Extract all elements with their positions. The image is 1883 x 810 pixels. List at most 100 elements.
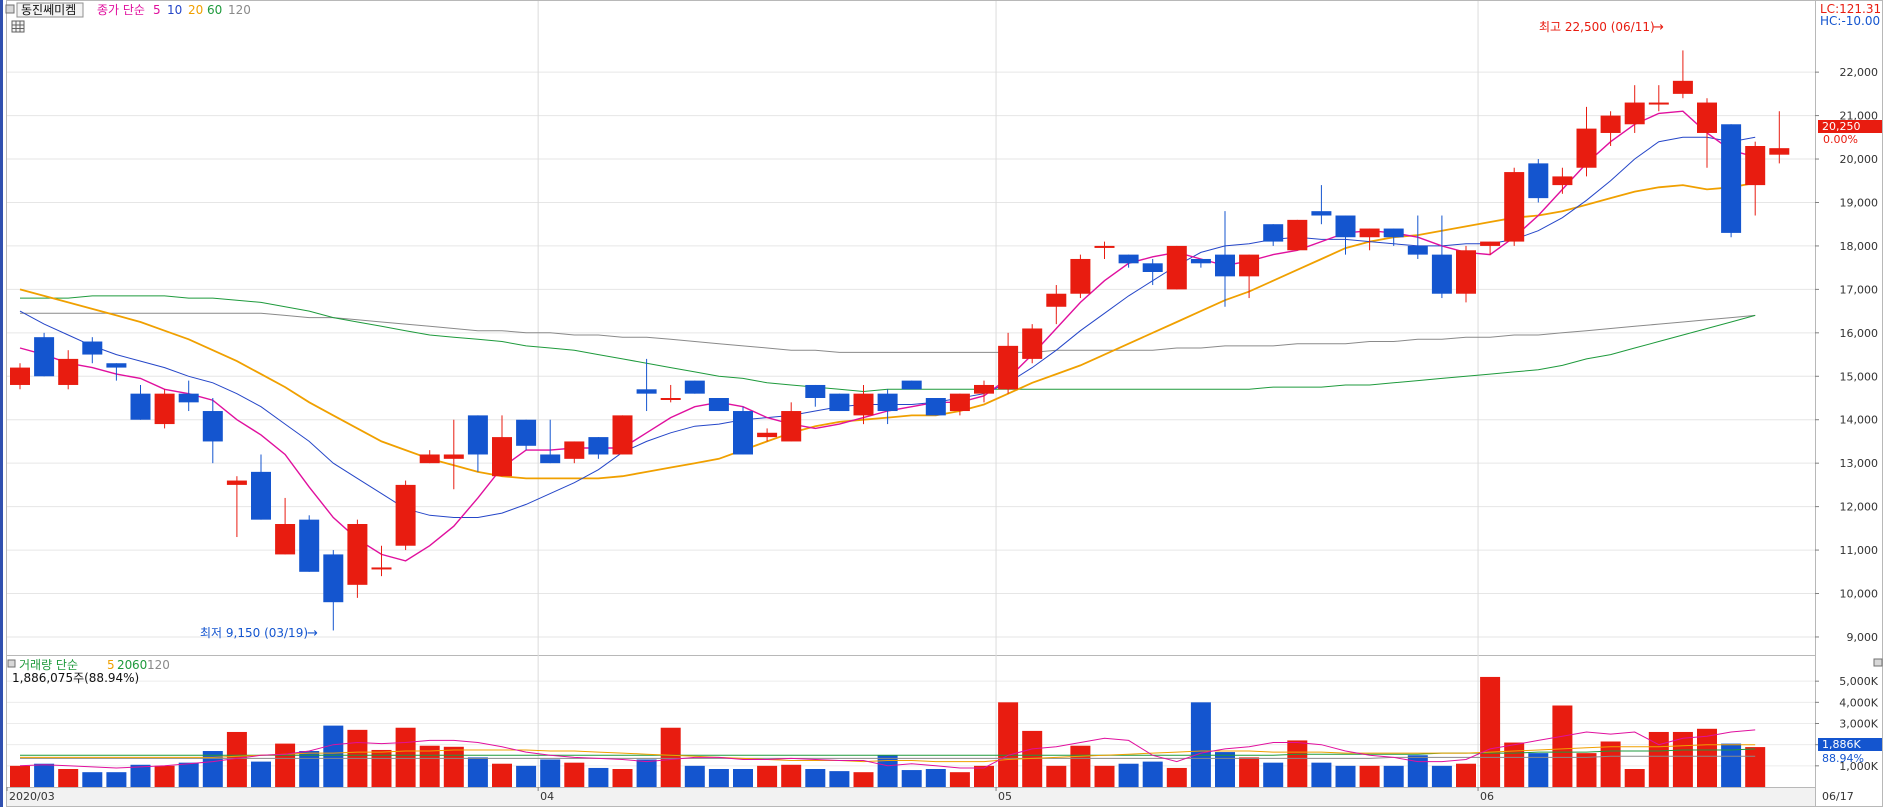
volume-bar bbox=[733, 769, 753, 787]
x-tick-label: 06 bbox=[1480, 790, 1494, 803]
candle bbox=[684, 380, 705, 394]
volume-bar bbox=[395, 727, 416, 787]
ma120-line bbox=[20, 312, 1756, 353]
candle bbox=[299, 515, 320, 572]
candle bbox=[1504, 167, 1525, 246]
candle-body bbox=[974, 384, 994, 394]
candle bbox=[1431, 215, 1452, 299]
candle-body bbox=[1624, 102, 1645, 125]
volume-bar bbox=[1166, 767, 1187, 787]
candle-body bbox=[1672, 80, 1693, 94]
candle bbox=[757, 428, 778, 442]
candle bbox=[1383, 228, 1404, 246]
price-legend: 동진쎄미켐 종가 단순 5 10 20 60 120 bbox=[5, 2, 251, 33]
candle-body bbox=[1600, 115, 1621, 133]
volume-bar bbox=[323, 725, 344, 787]
candlesticks bbox=[10, 50, 1790, 631]
candle-body bbox=[1648, 102, 1669, 105]
candle bbox=[1648, 85, 1669, 112]
candle bbox=[1287, 219, 1308, 251]
volume-bar bbox=[781, 764, 802, 787]
current-price-label: 20,250 bbox=[1822, 120, 1861, 133]
candle bbox=[1672, 50, 1693, 99]
candle bbox=[226, 476, 247, 538]
y-tick-label: 13,000 bbox=[1840, 457, 1879, 470]
candle bbox=[1046, 285, 1067, 325]
stock-name: 동진쎄미켐 bbox=[21, 3, 76, 17]
volume-bar bbox=[516, 765, 537, 787]
volume-bar bbox=[178, 762, 199, 787]
volume-bar bbox=[588, 767, 609, 787]
volume-bar bbox=[154, 765, 175, 787]
volume-bar bbox=[1504, 742, 1525, 787]
volume-bar bbox=[130, 764, 151, 787]
volume-bar bbox=[636, 759, 657, 787]
candle bbox=[1094, 241, 1115, 259]
ma20-label: 20 bbox=[188, 3, 203, 17]
lc-label: LC:121.31 bbox=[1820, 2, 1881, 16]
volume-bar bbox=[540, 759, 561, 787]
y-tick-label: 14,000 bbox=[1840, 414, 1879, 427]
y-tick-label: 19,000 bbox=[1840, 196, 1879, 209]
stock-name-box[interactable] bbox=[16, 2, 84, 18]
candle-body bbox=[901, 380, 922, 390]
candle bbox=[178, 380, 199, 412]
candle-body bbox=[805, 384, 826, 398]
ma5-label: 5 bbox=[153, 3, 161, 17]
volume-bar bbox=[1118, 763, 1139, 787]
volume-bar bbox=[226, 731, 247, 787]
candle bbox=[1118, 254, 1139, 268]
y-tick-label: 22,000 bbox=[1840, 66, 1879, 79]
volume-bar bbox=[1745, 747, 1766, 787]
candle bbox=[58, 350, 79, 390]
volume-bar bbox=[1094, 765, 1115, 787]
candle bbox=[733, 406, 753, 455]
candle bbox=[1456, 245, 1476, 303]
candle bbox=[588, 437, 609, 459]
candle bbox=[443, 419, 464, 490]
candle-body bbox=[178, 393, 199, 403]
candle-body bbox=[853, 393, 874, 416]
candle bbox=[1407, 215, 1428, 259]
left-edge-bar bbox=[0, 0, 3, 807]
grid-table-icon[interactable] bbox=[11, 20, 25, 33]
candle-body bbox=[1480, 241, 1501, 246]
candle bbox=[1215, 211, 1235, 307]
current-volume-label: 1,886K bbox=[1822, 738, 1861, 751]
candle bbox=[781, 402, 802, 442]
candle-body bbox=[467, 415, 488, 455]
current-volume-marker bbox=[1818, 738, 1882, 751]
candle bbox=[492, 415, 512, 477]
volume-panel-menu-icon[interactable] bbox=[7, 659, 16, 668]
volume-bar bbox=[251, 761, 271, 787]
volume-bar bbox=[10, 765, 30, 787]
volume-bar bbox=[998, 702, 1019, 787]
candle-body bbox=[1287, 219, 1308, 251]
candle bbox=[10, 363, 30, 390]
y-axis-area bbox=[1815, 0, 1883, 807]
volume-scale-toggle-icon[interactable] bbox=[1873, 658, 1883, 667]
y-tick-label: 17,000 bbox=[1840, 283, 1879, 296]
candle bbox=[1552, 167, 1573, 194]
candle-body bbox=[275, 524, 296, 555]
candle-body bbox=[10, 367, 30, 385]
y-tick-label: 18,000 bbox=[1840, 240, 1879, 253]
candle bbox=[1769, 111, 1790, 164]
candle bbox=[805, 384, 826, 407]
x-tick-label: 05 bbox=[998, 790, 1012, 803]
candle-body bbox=[371, 567, 392, 570]
candle-body bbox=[636, 389, 657, 394]
current-price-marker bbox=[1818, 120, 1882, 133]
y-tick-label: 20,000 bbox=[1840, 153, 1879, 166]
candle-body bbox=[660, 398, 681, 400]
panel-menu-icon[interactable] bbox=[5, 4, 15, 14]
vma120-line bbox=[20, 755, 1756, 759]
y-tick-label: 11,000 bbox=[1840, 544, 1879, 557]
candle-body bbox=[516, 419, 537, 446]
vma20-line bbox=[20, 744, 1756, 763]
volume-bar bbox=[1624, 769, 1645, 787]
volume-bar bbox=[684, 765, 705, 787]
volume-bar bbox=[1552, 705, 1573, 787]
candle bbox=[202, 398, 223, 464]
